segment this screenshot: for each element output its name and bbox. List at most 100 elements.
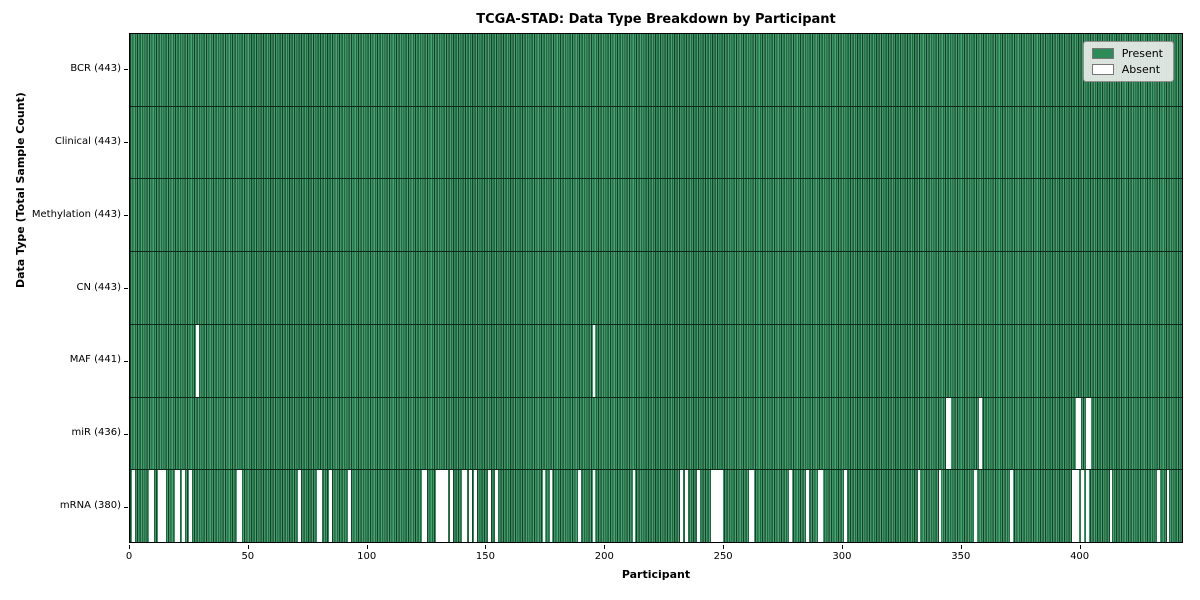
- absent-mark: [450, 470, 453, 543]
- absent-mark: [945, 397, 949, 470]
- absent-mark: [1109, 470, 1113, 543]
- absent-mark: [443, 470, 446, 543]
- legend-swatch-icon: [1091, 64, 1114, 75]
- xtick-label: 150: [475, 550, 496, 562]
- absent-mark: [177, 470, 181, 543]
- absent-mark: [1081, 470, 1084, 543]
- absent-mark: [435, 470, 439, 543]
- ytick-label-maf: MAF (441): [69, 354, 121, 366]
- absent-mark: [464, 470, 468, 543]
- xtick-mark: [841, 544, 843, 549]
- absent-mark: [948, 397, 951, 470]
- absent-mark: [298, 470, 301, 543]
- absent-mark: [1076, 470, 1080, 543]
- xtick-mark: [129, 544, 130, 549]
- absent-mark: [718, 470, 721, 543]
- absent-mark: [317, 470, 320, 543]
- absent-mark: [696, 470, 700, 543]
- absent-mark: [163, 470, 166, 543]
- xtick-label: 50: [241, 550, 255, 562]
- absent-mark: [1085, 397, 1089, 470]
- x-axis-ticks: 0 50 100 150 200 250 300 350 400: [125, 544, 1183, 575]
- absent-mark: [592, 470, 596, 543]
- x-axis-title: Participant: [621, 568, 691, 581]
- absent-mark: [592, 324, 596, 397]
- absent-mark: [917, 470, 921, 543]
- absent-mark: [632, 470, 636, 543]
- xtick-label: 200: [594, 550, 614, 562]
- absent-mark: [549, 470, 553, 543]
- absent-mark: [329, 470, 332, 543]
- absent-mark: [1078, 397, 1082, 470]
- legend-label: Present: [1121, 47, 1163, 60]
- absent-mark: [720, 470, 724, 543]
- legend-swatch-icon: [1091, 48, 1114, 59]
- ytick-mark: [124, 215, 128, 217]
- absent-mark: [542, 470, 546, 543]
- absent-mark: [495, 470, 498, 543]
- row-mrna: [130, 470, 1182, 543]
- plot-area: Present Absent: [129, 33, 1183, 543]
- absent-mark: [843, 470, 847, 543]
- absent-mark: [806, 470, 809, 543]
- absent-mark: [820, 470, 823, 543]
- ytick-mark: [124, 506, 128, 508]
- ytick-label-mrna: mRNA (380): [59, 500, 121, 512]
- absent-mark: [158, 470, 162, 543]
- absent-mark: [421, 470, 425, 543]
- legend-entry-absent: Absent: [1091, 63, 1163, 76]
- absent-mark: [680, 470, 683, 543]
- absent-mark: [1074, 470, 1077, 543]
- absent-mark: [817, 470, 821, 543]
- absent-mark: [751, 470, 755, 543]
- absent-mark: [196, 324, 199, 397]
- absent-mark: [148, 470, 152, 543]
- absent-mark: [151, 470, 154, 543]
- absent-mark: [938, 470, 942, 543]
- xtick-label: 400: [1070, 550, 1090, 562]
- absent-mark: [488, 470, 491, 543]
- xtick-label: 350: [951, 550, 971, 562]
- absent-mark: [473, 470, 477, 543]
- absent-mark: [1166, 470, 1170, 543]
- xtick-label: 300: [832, 550, 852, 562]
- xtick-label: 100: [357, 550, 377, 562]
- row-bcr: [130, 34, 1182, 107]
- ytick-label-cn: CN (443): [76, 281, 121, 293]
- absent-mark: [440, 470, 444, 543]
- xtick-mark: [247, 544, 249, 549]
- xtick-label: 0: [125, 550, 133, 562]
- legend: Present Absent: [1082, 41, 1174, 82]
- absent-mark: [1071, 470, 1075, 543]
- absent-mark: [1010, 470, 1013, 543]
- ytick-label-methylation: Methylation (443): [31, 208, 121, 220]
- absent-mark: [713, 470, 717, 543]
- absent-mark: [469, 470, 472, 543]
- row-mir: [130, 397, 1182, 471]
- ytick-label-clinical: Clinical (443): [54, 135, 121, 147]
- xtick-mark: [960, 544, 962, 549]
- absent-mark: [438, 470, 441, 543]
- ytick-mark: [124, 360, 128, 362]
- xtick-mark: [723, 544, 725, 549]
- absent-mark: [1157, 470, 1160, 543]
- ytick-mark: [124, 142, 128, 144]
- absent-mark: [239, 470, 242, 543]
- absent-mark: [348, 470, 351, 543]
- ytick-label-bcr: BCR (443): [70, 62, 121, 74]
- row-clinical: [130, 106, 1182, 180]
- absent-mark: [789, 470, 793, 543]
- absent-mark: [749, 470, 752, 543]
- absent-mark: [132, 470, 135, 543]
- absent-mark: [319, 470, 323, 543]
- absent-mark: [715, 470, 719, 543]
- absent-mark: [462, 470, 465, 543]
- xtick-label: 250: [713, 550, 733, 562]
- xtick-mark: [604, 544, 606, 549]
- legend-label: Absent: [1121, 63, 1161, 76]
- absent-mark: [979, 397, 982, 470]
- absent-mark: [175, 470, 178, 543]
- absent-mark: [424, 470, 427, 543]
- xtick-mark: [485, 544, 487, 549]
